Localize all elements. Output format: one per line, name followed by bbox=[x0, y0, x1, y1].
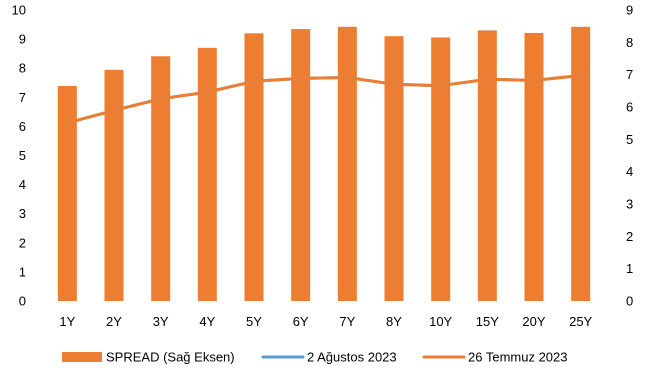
spread-bar bbox=[337, 26, 357, 302]
x-tick-label: 3Y bbox=[153, 314, 169, 329]
spread-bar bbox=[291, 29, 311, 302]
left-tick-label: 2 bbox=[19, 235, 26, 250]
spread-bar bbox=[524, 32, 544, 301]
right-tick-label: 3 bbox=[626, 197, 633, 212]
line-2-a-ustos-2023 bbox=[65, 74, 583, 125]
right-tick-label: 6 bbox=[626, 100, 633, 115]
spread-bar bbox=[104, 69, 124, 301]
x-tick-label: 1Y bbox=[59, 314, 75, 329]
left-tick-label: 7 bbox=[19, 90, 26, 105]
spread-bars bbox=[57, 26, 591, 302]
right-tick-label: 9 bbox=[626, 3, 633, 18]
right-axis: 0 1 2 3 4 5 6 7 8 9 bbox=[626, 3, 633, 309]
right-tick-label: 7 bbox=[626, 67, 633, 82]
series-lines bbox=[65, 74, 583, 125]
line-26-temmuz-2023 bbox=[65, 74, 583, 125]
x-tick-label: 8Y bbox=[386, 314, 402, 329]
right-tick-label: 0 bbox=[626, 294, 633, 309]
x-axis: 1Y 2Y 3Y 4Y 5Y 6Y 7Y 8Y 10Y 15Y 20Y 25Y bbox=[59, 314, 592, 329]
left-tick-label: 0 bbox=[19, 294, 26, 309]
x-tick-label: 25Y bbox=[569, 314, 592, 329]
spread-bar bbox=[384, 36, 404, 301]
x-tick-label: 20Y bbox=[522, 314, 545, 329]
legend-label: 26 Temmuz 2023 bbox=[468, 350, 568, 365]
right-tick-label: 1 bbox=[626, 261, 633, 276]
right-tick-label: 8 bbox=[626, 35, 633, 50]
legend: SPREAD (Sağ Eksen) 2 Ağustos 2023 26 Temmu… bbox=[62, 350, 568, 365]
legend-swatch-spread bbox=[62, 352, 102, 362]
right-tick-label: 5 bbox=[626, 132, 633, 147]
left-axis: 0 1 2 3 4 5 6 7 8 9 10 bbox=[12, 3, 26, 309]
spread-bar bbox=[197, 47, 217, 301]
left-tick-label: 1 bbox=[19, 264, 26, 279]
left-tick-label: 5 bbox=[19, 148, 26, 163]
x-tick-label: 4Y bbox=[199, 314, 215, 329]
spread-bar bbox=[151, 56, 171, 302]
legend-label: SPREAD (Sağ Eksen) bbox=[106, 350, 235, 365]
left-tick-label: 10 bbox=[12, 3, 26, 18]
x-tick-label: 7Y bbox=[339, 314, 355, 329]
x-tick-label: 2Y bbox=[106, 314, 122, 329]
spread-bar bbox=[244, 33, 264, 301]
left-tick-label: 4 bbox=[19, 177, 26, 192]
spread-bar bbox=[477, 30, 497, 302]
x-tick-label: 15Y bbox=[476, 314, 499, 329]
x-tick-label: 10Y bbox=[429, 314, 452, 329]
spread-bar bbox=[431, 37, 451, 301]
left-tick-label: 3 bbox=[19, 206, 26, 221]
spread-bar bbox=[57, 85, 77, 301]
x-tick-label: 6Y bbox=[293, 314, 309, 329]
spread-bar bbox=[571, 26, 591, 302]
right-tick-label: 4 bbox=[626, 164, 633, 179]
legend-label: 2 Ağustos 2023 bbox=[307, 350, 397, 365]
left-tick-label: 6 bbox=[19, 119, 26, 134]
left-tick-label: 8 bbox=[19, 61, 26, 76]
right-tick-label: 2 bbox=[626, 229, 633, 244]
x-tick-label: 5Y bbox=[246, 314, 262, 329]
left-tick-label: 9 bbox=[19, 32, 26, 47]
